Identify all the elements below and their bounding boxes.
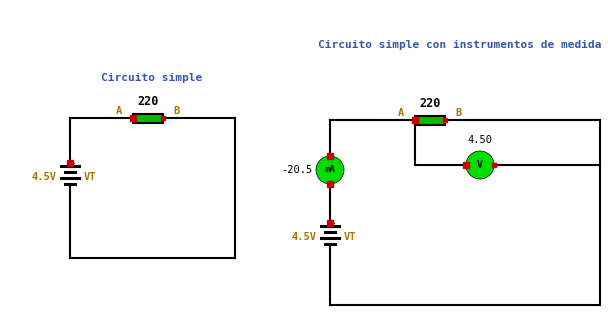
Text: 220: 220 [420, 97, 441, 110]
Text: 4.50: 4.50 [468, 135, 492, 145]
Text: +: + [328, 218, 336, 227]
Text: V: V [477, 160, 483, 170]
Text: 4.5V: 4.5V [292, 232, 317, 242]
Text: -20.5: -20.5 [281, 165, 312, 175]
Circle shape [466, 151, 494, 179]
Text: +: + [69, 158, 75, 168]
Text: VT: VT [84, 172, 97, 182]
Text: A: A [116, 106, 122, 116]
Text: Circuito simple con instrumentos de medida: Circuito simple con instrumentos de medi… [318, 40, 602, 50]
Circle shape [316, 156, 344, 184]
Text: A: A [398, 108, 404, 118]
Text: mA: mA [325, 166, 336, 175]
Bar [133, 113, 163, 122]
Text: 220: 220 [137, 95, 159, 108]
Text: VT: VT [344, 232, 356, 242]
Bar [415, 115, 445, 124]
Text: 4.5V: 4.5V [32, 172, 57, 182]
Text: Circuito simple: Circuito simple [102, 73, 202, 83]
Text: B: B [174, 106, 180, 116]
Text: B: B [456, 108, 462, 118]
